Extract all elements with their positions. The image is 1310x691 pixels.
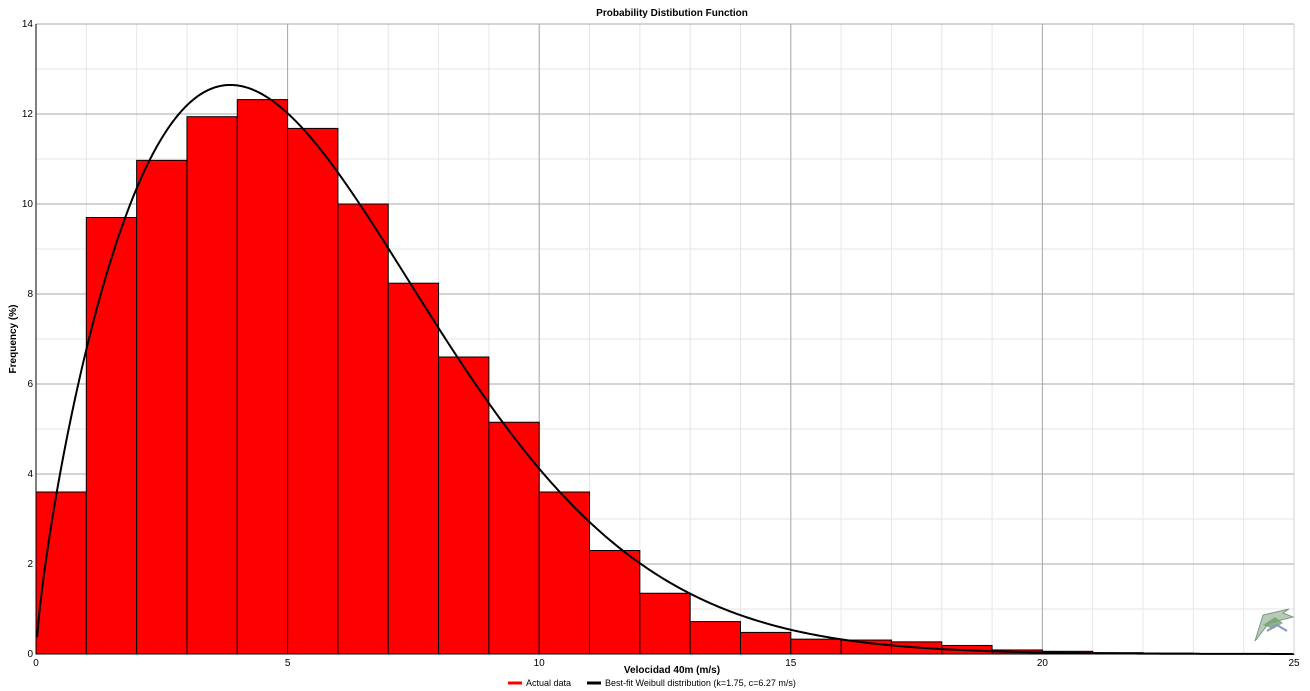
histogram-bar	[739, 631, 792, 655]
weibull-fit-line	[36, 83, 1294, 655]
y-tick-label: 14	[22, 19, 34, 30]
histogram-bar	[85, 217, 138, 655]
y-tick-label: 12	[22, 109, 34, 120]
x-tick-label: 20	[1037, 658, 1049, 669]
watermark-logo	[1254, 608, 1295, 642]
y-tick-labels: 0 2 4 6 8 10 12 14	[22, 19, 34, 660]
histogram-bar	[186, 116, 238, 655]
x-tick-label: 0	[33, 658, 39, 669]
chart-title: Probability Distibution Function	[596, 8, 748, 19]
histogram-bar	[438, 356, 490, 655]
axes	[35, 24, 1295, 655]
y-tick-label: 6	[27, 379, 33, 390]
histogram-bars	[35, 99, 1295, 655]
y-tick-label: 0	[27, 649, 33, 660]
x-tick-label: 25	[1288, 658, 1300, 669]
histogram-bar	[488, 421, 540, 655]
histogram-bar	[589, 550, 641, 655]
y-tick-label: 2	[27, 559, 33, 570]
histogram-bar	[538, 491, 591, 655]
y-tick-label: 10	[22, 199, 34, 210]
x-tick-label: 5	[285, 658, 291, 669]
y-tick-label: 4	[27, 469, 33, 480]
legend: Actual data Best-fit Weibull distribution…	[508, 678, 796, 688]
legend-label-actual: Actual data	[526, 678, 571, 688]
y-axis-label: Frequency (%)	[8, 305, 19, 374]
y-tick-label: 8	[27, 289, 33, 300]
histogram-bar	[337, 203, 389, 655]
histogram-bar	[387, 282, 440, 655]
x-tick-label: 10	[534, 658, 546, 669]
x-axis-label: Velocidad 40m (m/s)	[624, 665, 720, 676]
legend-label-fit: Best-fit Weibull distribution (k=1.75, c…	[605, 678, 796, 688]
histogram-bar	[639, 592, 691, 655]
histogram-bar	[689, 621, 741, 655]
x-tick-labels: 0 5 10 15 20 25	[33, 658, 1300, 669]
histogram-bar	[236, 99, 289, 655]
histogram-bar	[287, 127, 339, 655]
x-tick-label: 15	[785, 658, 797, 669]
histogram-bar	[136, 159, 188, 655]
histogram-bar	[790, 638, 842, 655]
